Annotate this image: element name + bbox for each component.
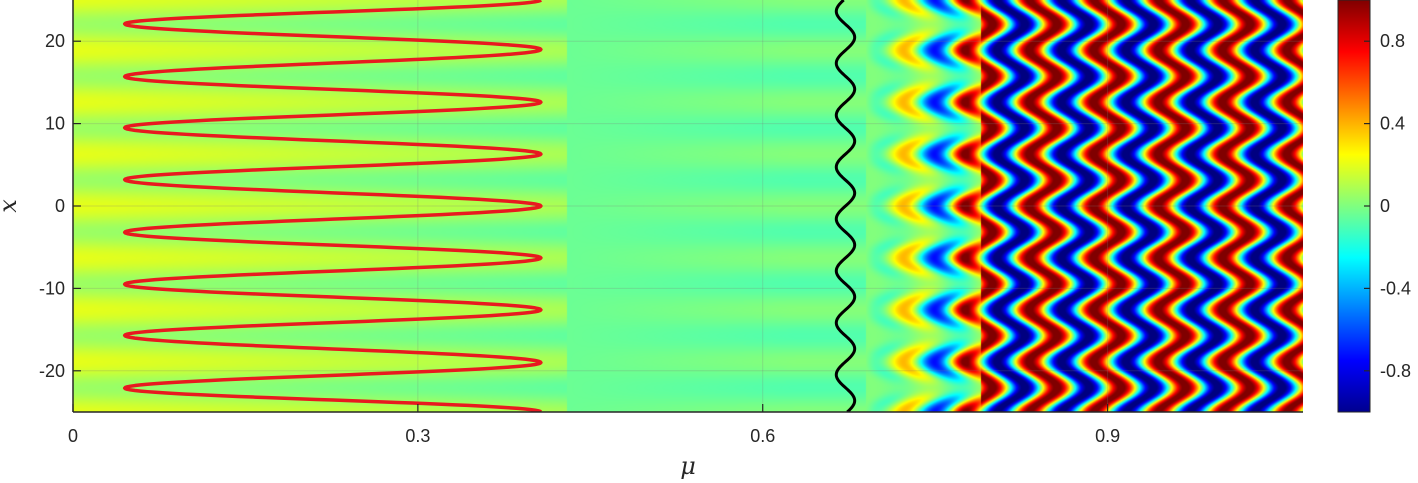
y-tick-label-4: 20 [45, 31, 65, 51]
overlay-lines [122, 0, 857, 412]
y-tick-label-1: -10 [39, 278, 65, 298]
colorbar-tick-label-3: 0.4 [1380, 114, 1405, 134]
colorbar-tick-label-4: 0.8 [1380, 31, 1405, 51]
x-axis-label: μ [680, 452, 696, 480]
x-tick-label-1: 0.3 [405, 426, 430, 446]
y-axis-label: x [0, 199, 22, 213]
heatmap-canvas [73, 0, 1303, 412]
grid-lines [73, 0, 1303, 412]
x-axis: 0 0.3 0.6 0.9 μ [68, 404, 1303, 480]
colorbar-tick-label-0: -0.8 [1380, 361, 1411, 381]
colorbar-tick-label-1: -0.4 [1380, 278, 1411, 298]
colorbar-ticks: -0.8 -0.4 0 0.4 0.8 [1364, 31, 1411, 381]
y-tick-label-3: 10 [45, 114, 65, 134]
series-black-curve [834, 0, 857, 412]
colorbar: -0.8 -0.4 0 0.4 0.8 [1337, 0, 1411, 413]
y-ticks: -20 -10 0 10 20 [39, 31, 81, 381]
y-tick-label-2: 0 [55, 196, 65, 216]
y-tick-label-0: -20 [39, 361, 65, 381]
series-red-curve [122, 0, 543, 412]
x-ticks: 0 0.3 0.6 0.9 [68, 404, 1120, 446]
x-tick-label-0: 0 [68, 426, 78, 446]
heatmap-plot [73, 0, 1303, 412]
x-tick-label-3: 0.9 [1095, 426, 1120, 446]
colorbar-tick-label-2: 0 [1380, 196, 1390, 216]
y-axis: -20 -10 0 10 20 x [0, 0, 81, 412]
x-tick-label-2: 0.6 [750, 426, 775, 446]
